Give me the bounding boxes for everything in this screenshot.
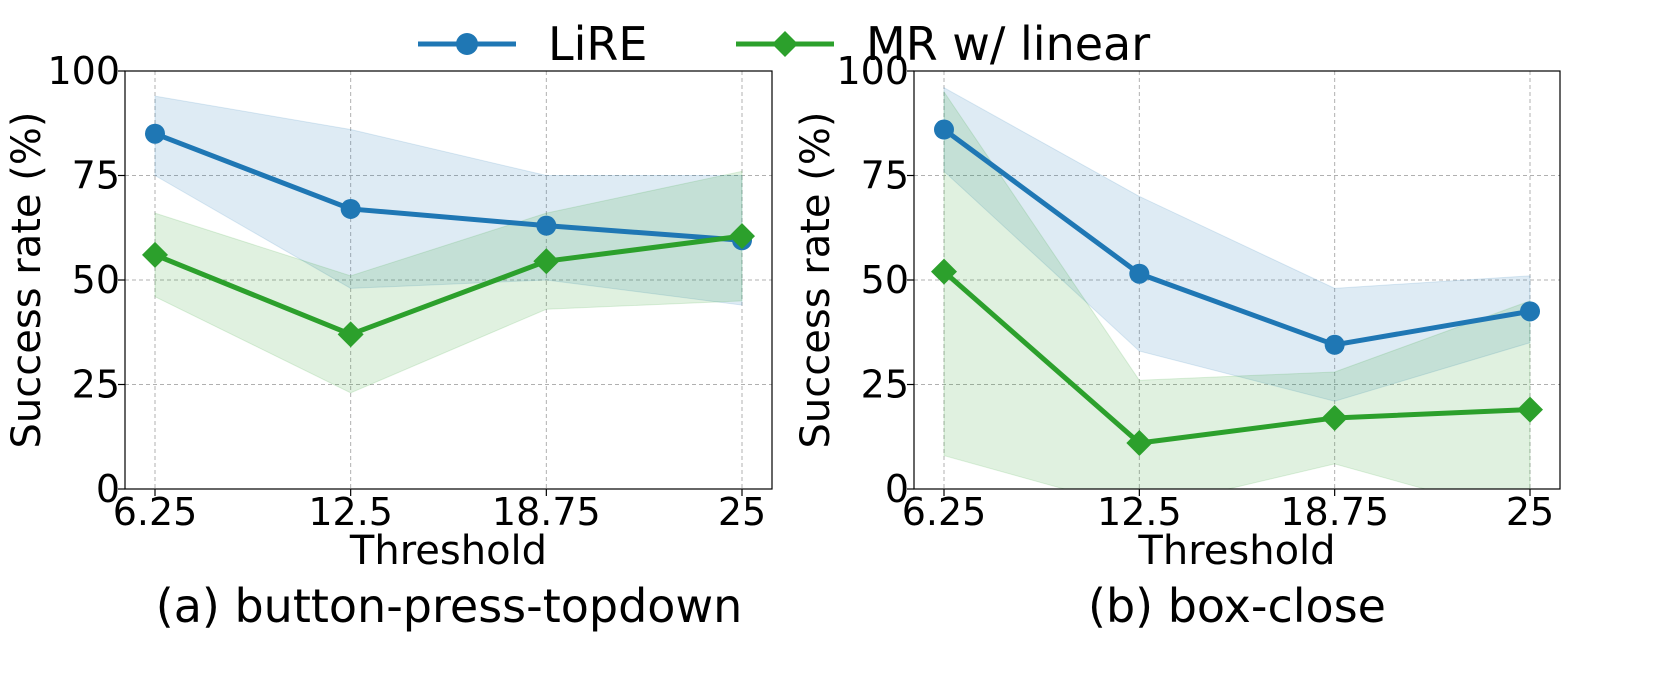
panel-1-mr-linear-point — [337, 321, 364, 348]
panel-2-y-tick-label: 50 — [861, 258, 909, 302]
panel-1-mr-linear-point — [142, 241, 168, 268]
panel-2-y-tick-label: 0 — [885, 467, 909, 511]
panel-1-mr-linear-line — [154, 233, 743, 337]
panel-1-y-tick-label: 50 — [72, 258, 120, 302]
panel-2-mr-linear-point — [1517, 396, 1543, 423]
panel-2-plot-area — [943, 86, 1531, 489]
legend-label-mr-linear: MR w/ linear — [866, 17, 1150, 71]
panel-2-lire-band — [943, 86, 1531, 402]
panel-2-lire-point — [934, 119, 954, 140]
panel-2-x-axis-label: Threshold — [1137, 528, 1335, 574]
panel-1-lire-point — [340, 198, 361, 219]
panel-1-lire-line — [154, 131, 743, 243]
panel-2-mr-linear-point — [1321, 404, 1348, 431]
panel-1-y-tick-label: 75 — [72, 154, 120, 198]
panel-1-lire-point — [536, 215, 557, 236]
panel-box-close: 0 25 50 75 100 6.25 12.5 18.75 25 Threshold Succes… — [793, 49, 1561, 633]
panel-1-x-tick-label: 25 — [718, 490, 766, 534]
panel-1-mr-linear-point — [533, 248, 560, 275]
panel-1-plot-area — [154, 95, 743, 394]
panel-2-lire-point — [1324, 334, 1345, 355]
panel-2-mr-linear-band — [943, 90, 1531, 489]
panel-1-x-tick-label: 18.75 — [492, 490, 601, 534]
panel-2-mr-linear-point — [931, 258, 957, 285]
panel-2-x-tick-label: 6.25 — [902, 490, 987, 534]
panel-2-y-tick-label: 100 — [836, 49, 909, 93]
panel-2-caption: (b) box-close — [1088, 579, 1386, 633]
panel-1-lire-point — [145, 123, 165, 144]
panel-1-caption: (a) button-press-topdown — [156, 579, 742, 633]
panel-1-x-axis-label: Threshold — [349, 528, 547, 574]
panel-1-y-tick-label: 25 — [72, 363, 120, 407]
panel-2-y-tick-label: 25 — [861, 363, 909, 407]
panel-2-y-tick-label: 75 — [861, 154, 909, 198]
legend-marker-lire — [456, 33, 478, 55]
legend-label-lire: LiRE — [548, 17, 647, 71]
panel-1-y-axis-label: Success rate (%) — [4, 112, 50, 449]
legend: LiRE MR w/ linear — [418, 17, 1150, 71]
panel-2-lire-line — [942, 127, 1531, 348]
panel-1-y-tick-label: 100 — [47, 49, 120, 93]
panel-1-x-tick-label: 6.25 — [113, 490, 198, 534]
panel-button-press-topdown: 0 25 50 75 100 6.25 12.5 18.75 25 Threshold Succes… — [4, 49, 773, 633]
panel-2-x-tick-label: 18.75 — [1280, 490, 1389, 534]
panel-2-x-tick-label: 25 — [1506, 490, 1554, 534]
panel-2-lire-point — [1520, 301, 1540, 322]
panel-1-y-tick-label: 0 — [96, 467, 120, 511]
panel-1-mr-linear-point — [729, 223, 755, 250]
panel-2-y-axis-label: Success rate (%) — [793, 112, 839, 449]
legend-marker-mr-linear — [772, 31, 798, 57]
panel-2-mr-linear-point — [1126, 430, 1153, 457]
panel-1-x-tick-label: 12.5 — [308, 490, 393, 534]
panel-2-x-tick-label: 12.5 — [1097, 490, 1182, 534]
panel-2-mr-linear-line — [942, 269, 1531, 446]
panel-2-lire-point — [1129, 263, 1150, 284]
panel-1-mr-linear-band — [154, 170, 743, 394]
